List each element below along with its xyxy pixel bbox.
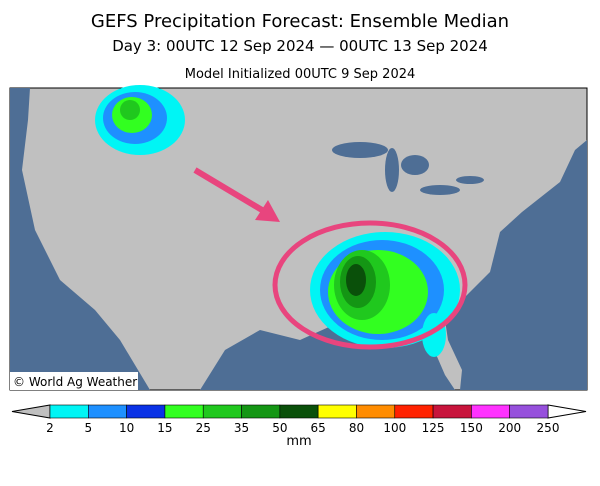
colorbar-segment (241, 404, 281, 419)
highlight-circle (272, 220, 468, 350)
map: © World Ag Weather (9, 85, 588, 391)
colorbar-tick-label: 50 (272, 421, 287, 435)
colorbar-segment (88, 404, 127, 419)
colorbar-tick-label: 25 (196, 421, 211, 435)
pacific (10, 88, 150, 390)
credit: © World Ag Weather (13, 375, 137, 389)
precip (95, 85, 460, 357)
colorbar-segment (202, 404, 242, 419)
colorbar-segment (432, 404, 472, 419)
colorbar-tick-label: 2 (46, 421, 54, 435)
arrow-head (255, 200, 280, 222)
subtitle: Day 3: 00UTC 12 Sep 2024 — 00UTC 13 Sep … (112, 37, 488, 55)
colorbar-segment (394, 404, 434, 419)
atlantic (445, 88, 587, 390)
colorbar-tick-label: 65 (311, 421, 326, 435)
colorbar-segment (356, 404, 396, 419)
colorbar-segment (49, 404, 89, 419)
colorbar-segment (317, 404, 357, 419)
init-time: Model Initialized 00UTC 9 Sep 2024 (185, 67, 416, 82)
colorbar-segment (509, 404, 549, 419)
colorbar-tick-label: 80 (349, 421, 364, 435)
colorbar-tick-label: 100 (383, 421, 406, 435)
colorbar-tick-label: 150 (460, 421, 483, 435)
colorbar-over (547, 404, 587, 419)
colorbar-tick-label: 250 (537, 421, 560, 435)
colorbar: 2 5 10 15 25 35 50 65 80 100 125 150 200 250 (11, 404, 587, 435)
arrow (193, 167, 264, 213)
colorbar-tick-label: 15 (157, 421, 172, 435)
colorbar-tick-label: 200 (498, 421, 521, 435)
credit-box (10, 372, 138, 390)
colorbar-unit: mm (286, 434, 311, 449)
title: GEFS Precipitation Forecast: Ensemble Me… (91, 11, 509, 32)
colorbar-tick-label: 125 (422, 421, 445, 435)
colorbar-tick-label: 5 (84, 421, 92, 435)
great-lakes (332, 142, 484, 195)
colorbar-segment (164, 404, 204, 419)
colorbar-tick-label: 10 (119, 421, 134, 435)
colorbar-segment (126, 404, 166, 419)
colorbar-under (11, 404, 51, 419)
colorbar-segment (279, 404, 319, 419)
colorbar-segment (471, 404, 510, 419)
colorbar-tick-label: 35 (234, 421, 249, 435)
